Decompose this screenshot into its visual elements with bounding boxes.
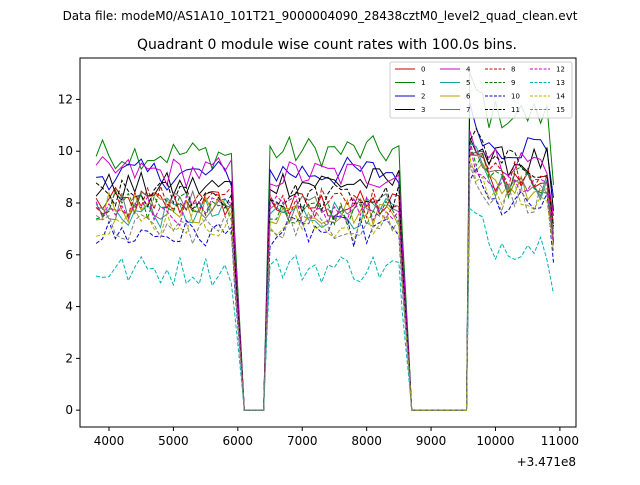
x-tick-label: 4000 [94,434,125,448]
y-axis: 0 2 4 6 8 10 12 [58,92,80,417]
series-line-9 [95,139,554,411]
x-tick-label: 10000 [476,434,514,448]
x-tick-label: 9000 [416,434,447,448]
plot-frame [79,57,577,428]
legend-box [389,61,573,119]
legend-label-2: 2 [421,93,425,101]
series-line-11 [95,127,554,411]
x-tick-label: 5000 [158,434,189,448]
series-line-14 [95,156,554,411]
chart-title: Quadrant 0 module wise count rates with … [137,37,517,53]
legend-label-3: 3 [421,106,425,114]
series-line-13 [96,207,554,411]
x-tick-label: 6000 [223,434,254,448]
series-line-5 [95,142,554,411]
y-tick-label: 8 [65,196,73,210]
series-line-1 [95,72,554,411]
x-axis: 4000 5000 6000 7000 8000 9000 10000 11000 [94,427,579,448]
x-tick-label: 8000 [351,434,382,448]
legend-label-12: 12 [556,66,565,74]
plot-series [95,72,554,411]
legend-label-6: 6 [466,93,471,101]
legend-label-13: 13 [556,79,565,87]
y-tick-label: 0 [65,403,73,417]
legend-label-8: 8 [511,66,515,74]
series-line-15 [95,163,554,411]
legend-label-10: 10 [511,93,520,101]
legend-label-11: 11 [511,106,520,114]
legend-label-15: 15 [556,106,565,114]
x-tick-label: 11000 [541,434,579,448]
x-tick-label: 7000 [287,434,318,448]
series-line-0 [95,152,554,411]
x-offset-label: +3.471e8 [517,455,576,469]
legend-label-1: 1 [421,79,425,87]
legend-label-9: 9 [511,79,515,87]
legend-label-14: 14 [556,93,565,101]
series-line-2 [96,102,554,411]
series-line-4 [95,130,554,411]
series-line-6 [96,162,554,411]
series-line-12 [95,144,554,411]
y-tick-label: 10 [58,144,73,158]
legend-label-0: 0 [421,66,425,74]
legend-label-5: 5 [466,79,470,87]
y-tick-label: 2 [65,351,73,365]
y-tick-label: 12 [58,92,73,106]
y-tick-label: 6 [65,248,73,262]
y-tick-label: 4 [65,300,73,314]
chart-suptitle: Data file: modeM0/AS1A10_101T21_90000040… [63,9,578,23]
legend-label-4: 4 [466,66,471,74]
series-line-7 [96,150,554,411]
series-line-8 [95,152,554,411]
legend-label-7: 7 [466,106,470,114]
